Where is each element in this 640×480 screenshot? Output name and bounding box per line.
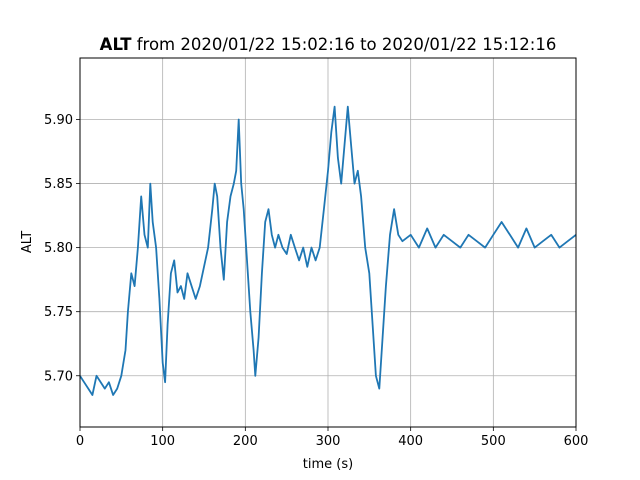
y-tick-label: 5.80: [44, 241, 73, 256]
series-line-0: [79, 105, 577, 396]
y-tick-label: 5.85: [44, 177, 73, 192]
chart-title-bold: ALT: [100, 35, 133, 54]
x-tick-label: 300: [316, 434, 341, 449]
x-tick-label: 500: [481, 434, 506, 449]
y-tick-label: 5.75: [44, 305, 73, 320]
x-tick-label: 200: [233, 434, 258, 449]
ticks: 0 100 200 300 400 500 600 5.70 5.75 5.80 5.85 5.90: [44, 113, 588, 449]
chart-title-rest: from 2020/01/22 15:02:16 to 2020/01/22 1…: [131, 35, 556, 54]
x-tick-label: 400: [398, 434, 423, 449]
y-axis-label: ALT: [20, 231, 35, 253]
x-tick-label: 0: [76, 434, 84, 449]
chart-title: ALT from 2020/01/22 15:02:16 to 2020/01/…: [100, 35, 557, 54]
y-tick-label: 5.90: [44, 113, 73, 128]
x-tick-label: 100: [150, 434, 175, 449]
y-tick-label: 5.70: [44, 369, 73, 384]
x-tick-label: 600: [564, 434, 589, 449]
x-axis-label: time (s): [303, 457, 353, 472]
series-layer: [79, 105, 577, 396]
